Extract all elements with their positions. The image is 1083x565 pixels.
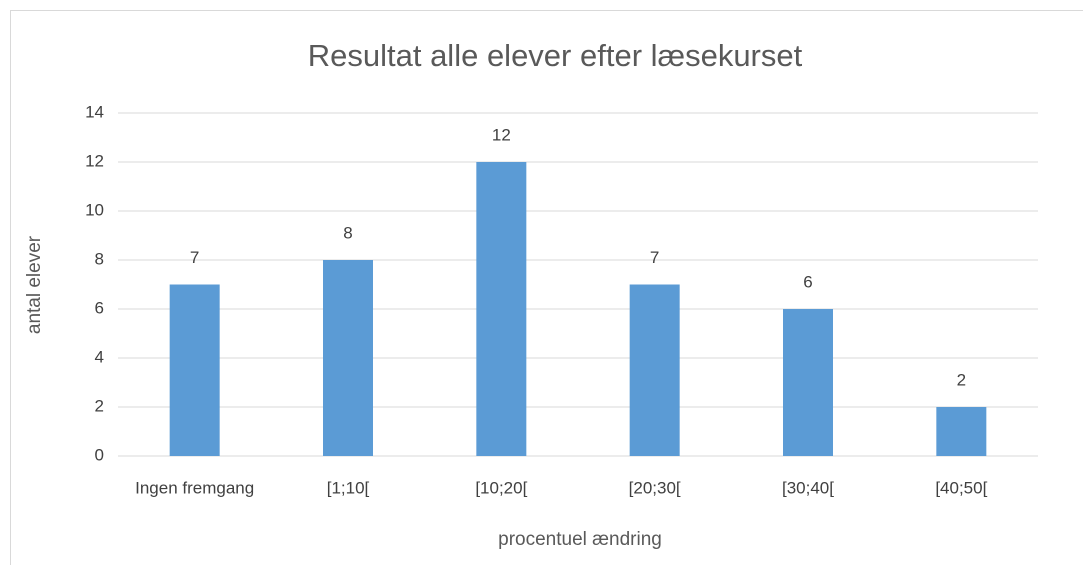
x-tick-label: Ingen fremgang <box>135 478 254 497</box>
data-label: 6 <box>803 272 812 291</box>
y-tick-label: 0 <box>95 445 104 464</box>
y-tick-label: 2 <box>95 396 104 415</box>
bar <box>169 284 220 456</box>
bar <box>476 162 527 456</box>
y-tick-label: 6 <box>95 298 104 317</box>
y-tick-label: 12 <box>85 151 104 170</box>
data-label: 2 <box>957 370 966 389</box>
y-axis-title: antal elever <box>24 235 45 334</box>
x-tick-label: [10;20[ <box>475 478 527 497</box>
data-label: 7 <box>650 248 659 267</box>
data-label: 12 <box>492 125 511 144</box>
bar <box>936 407 987 456</box>
bar <box>783 309 833 456</box>
data-label: 7 <box>190 248 199 267</box>
data-label: 8 <box>343 223 352 242</box>
x-tick-label: [1;10[ <box>327 478 370 497</box>
chart-title: Resultat alle elever efter læsekurset <box>308 38 803 73</box>
x-tick-label: [20;30[ <box>629 478 681 497</box>
x-tick-label: [30;40[ <box>782 478 834 497</box>
x-axis-title: procentuel ændring <box>498 529 662 550</box>
bar <box>629 284 680 456</box>
y-tick-label: 8 <box>95 249 104 268</box>
y-tick-label: 10 <box>85 200 104 219</box>
y-tick-label: 4 <box>95 347 104 366</box>
bar <box>323 260 373 456</box>
y-tick-label: 14 <box>85 102 104 121</box>
x-tick-label: [40;50[ <box>935 478 987 497</box>
